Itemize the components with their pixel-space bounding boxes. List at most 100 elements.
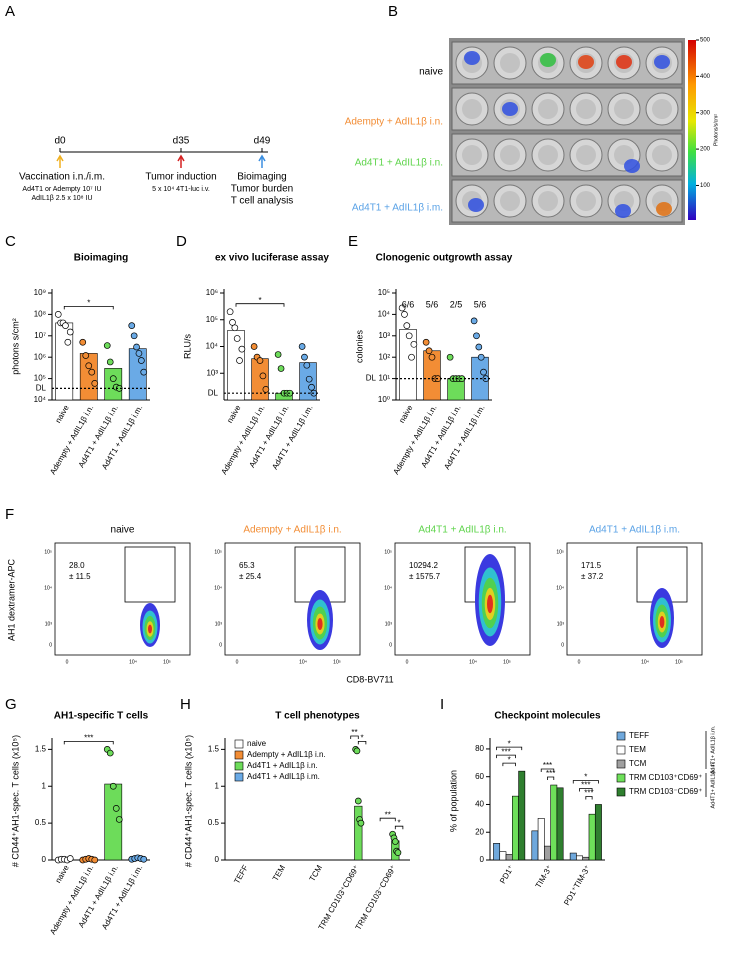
significance-label: *** (543, 761, 552, 770)
significance-bracket (572, 780, 599, 784)
group-label: Ad4T1 + AdIL1β i.m. (352, 203, 443, 214)
flow-x-tick: 10⁵ (503, 659, 511, 665)
panel-label: G (5, 696, 17, 713)
flow-frame (224, 542, 361, 656)
significance-bracket (350, 735, 359, 739)
timeline-arrowhead (258, 154, 266, 162)
bar (556, 787, 564, 861)
data-point (91, 379, 99, 387)
data-point (428, 353, 436, 361)
flow-y-tick: 10⁵ (384, 549, 392, 555)
chart-title: Bioimaging (74, 253, 128, 264)
flow-x-tick: 10⁴ (641, 659, 649, 665)
data-point (250, 343, 258, 350)
legend-label: Adempty + AdIL1β i.n. (247, 750, 326, 759)
data-point (138, 357, 145, 364)
flow-y-tick: 10³ (215, 621, 223, 627)
tissue (652, 99, 672, 119)
data-point (422, 338, 430, 346)
significance-bracket (235, 303, 285, 307)
flow-y-tick: 10⁴ (556, 585, 564, 591)
data-point (405, 332, 413, 340)
gate-value: 28.0 (69, 561, 85, 570)
flow-title: Adempty + AdIL1β i.n. (243, 525, 341, 536)
data-point (308, 383, 315, 391)
y-tick-label: 10⁴ (378, 310, 391, 319)
y-axis-label: # CD44⁺AH1-spec. T cells (x10⁵) (183, 735, 193, 867)
legend-label: TRM CD103⁻CD69⁺ (629, 787, 702, 796)
bar (251, 358, 269, 401)
gate-value: 10294.2 (409, 561, 438, 570)
data-point (354, 797, 362, 805)
group-label: Adempty + AdIL1β i.n. (345, 117, 443, 128)
chart-title: T cell phenotypes (275, 711, 360, 722)
y-tick-label: 1 (42, 781, 47, 790)
flow-x-tick: 10⁴ (129, 659, 137, 665)
tissue (538, 99, 558, 119)
panel-label: B (388, 3, 398, 20)
data-point (357, 819, 365, 827)
data-point (259, 372, 267, 380)
group-label: naive (419, 67, 443, 78)
flow-x-label: CD8-BV711 (346, 674, 393, 684)
y-tick-label: 1.5 (208, 744, 220, 753)
fraction-label: 5/6 (426, 299, 439, 309)
chart-title: Clonogenic outgrowth assay (376, 253, 513, 264)
signal (615, 204, 631, 218)
data-point (425, 347, 433, 355)
data-point (353, 747, 361, 755)
signal (464, 51, 480, 65)
significance-label: * (361, 733, 364, 742)
flow-x-tick: 10⁴ (469, 659, 477, 665)
data-point (238, 345, 246, 353)
x-tick-label: TCM (308, 863, 325, 883)
data-point (470, 317, 478, 325)
y-tick-label: 0 (42, 855, 47, 864)
colorbar-tick-label: 200 (700, 147, 711, 153)
y-tick-label: 10⁹ (34, 288, 46, 297)
data-point (91, 856, 99, 864)
data-point (274, 351, 282, 358)
timeline-text: Tumor burden (231, 184, 293, 195)
legend-swatch (234, 739, 244, 749)
tissue (576, 191, 596, 211)
significance-bracket (63, 740, 114, 745)
x-tick-label: naive (53, 403, 71, 425)
significance-label: *** (546, 769, 555, 778)
flow-title: Ad4T1 + AdIL1β i.m. (589, 525, 680, 536)
flow-y-tick: 10³ (45, 621, 53, 627)
significance-bracket (394, 825, 404, 830)
timeline-text: AdIL1β 2.5 x 10⁸ IU (31, 195, 92, 202)
y-axis-label: photons s/cm² (10, 318, 20, 375)
colorbar-tick-label: 300 (700, 110, 711, 116)
x-tick-label: Adempty + AdIL1β i.n. (48, 404, 95, 477)
tissue (462, 145, 482, 165)
flow-density (487, 594, 493, 614)
significance-bracket (379, 817, 396, 822)
data-point (229, 318, 236, 326)
data-point (401, 311, 408, 318)
gate-value: ± 1575.7 (409, 572, 441, 581)
bar (518, 770, 526, 861)
bar (576, 855, 583, 861)
data-point (109, 375, 117, 382)
y-tick-label: 0.5 (208, 818, 220, 827)
flow-y-label: AH1 dextramer-APC (6, 558, 16, 641)
data-point (391, 838, 399, 845)
data-point (410, 340, 418, 348)
y-tick-label: 10⁸ (34, 310, 46, 319)
y-tick-label: 20 (475, 827, 484, 836)
gate-value: ± 25.4 (239, 572, 262, 581)
flow-density (148, 624, 152, 634)
legend-swatch (234, 761, 244, 771)
data-point (262, 386, 270, 393)
data-point (298, 343, 306, 350)
data-point (103, 342, 111, 349)
significance-label: ** (385, 810, 391, 819)
data-point (140, 855, 148, 863)
data-point (301, 353, 308, 361)
flow-y-tick: 10⁵ (44, 549, 52, 555)
colorbar-tick-label: 100 (700, 183, 711, 189)
data-point (106, 749, 114, 757)
chart-title: ex vivo luciferase assay (215, 253, 329, 264)
